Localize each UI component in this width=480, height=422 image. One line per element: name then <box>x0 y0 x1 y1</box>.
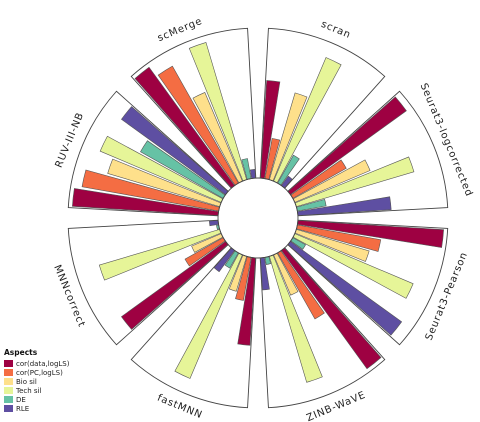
group-label: MNNcorrect <box>51 263 87 329</box>
legend-swatch <box>4 378 13 385</box>
legend-items: cor(data,logLS) cor(PC,logLS) Bio sil Tech … <box>4 359 69 413</box>
group-label: Seurat3-logcorrected <box>418 82 475 199</box>
legend-swatch <box>4 387 13 394</box>
group-label: scMerge <box>156 16 204 44</box>
legend-label: Bio sil <box>16 377 37 386</box>
legend-label: DE <box>16 395 26 404</box>
group-label: scran <box>319 19 352 41</box>
legend-title: Aspects <box>4 348 38 357</box>
legend-item: cor(PC,logLS) <box>4 368 69 377</box>
legend-swatch <box>4 360 13 367</box>
legend-item: DE <box>4 395 69 404</box>
legend-label: Tech sil <box>16 386 42 395</box>
group-label: RUV-III-NB <box>54 111 87 170</box>
legend-label: RLE <box>16 404 30 413</box>
legend-item: RLE <box>4 404 69 413</box>
legend: Aspects cor(data,logLS) cor(PC,logLS) Bio … <box>4 348 69 413</box>
group-sectors <box>67 27 449 409</box>
legend-item: Tech sil <box>4 386 69 395</box>
group-label: fastMNN <box>155 393 204 422</box>
legend-label: cor(data,logLS) <box>16 359 70 368</box>
group-labels: scranSeurat3-logcorrectedSeurat3-Pearson… <box>51 16 474 422</box>
legend-label: cor(PC,logLS) <box>16 368 63 377</box>
group-label: ZINB-WaVE <box>305 390 368 422</box>
legend-item: Bio sil <box>4 377 69 386</box>
legend-swatch <box>4 396 13 403</box>
legend-item: cor(data,logLS) <box>4 359 69 368</box>
legend-swatch <box>4 369 13 376</box>
inner-ring <box>217 177 299 259</box>
legend-swatch <box>4 405 13 412</box>
bars-layer <box>72 42 444 383</box>
